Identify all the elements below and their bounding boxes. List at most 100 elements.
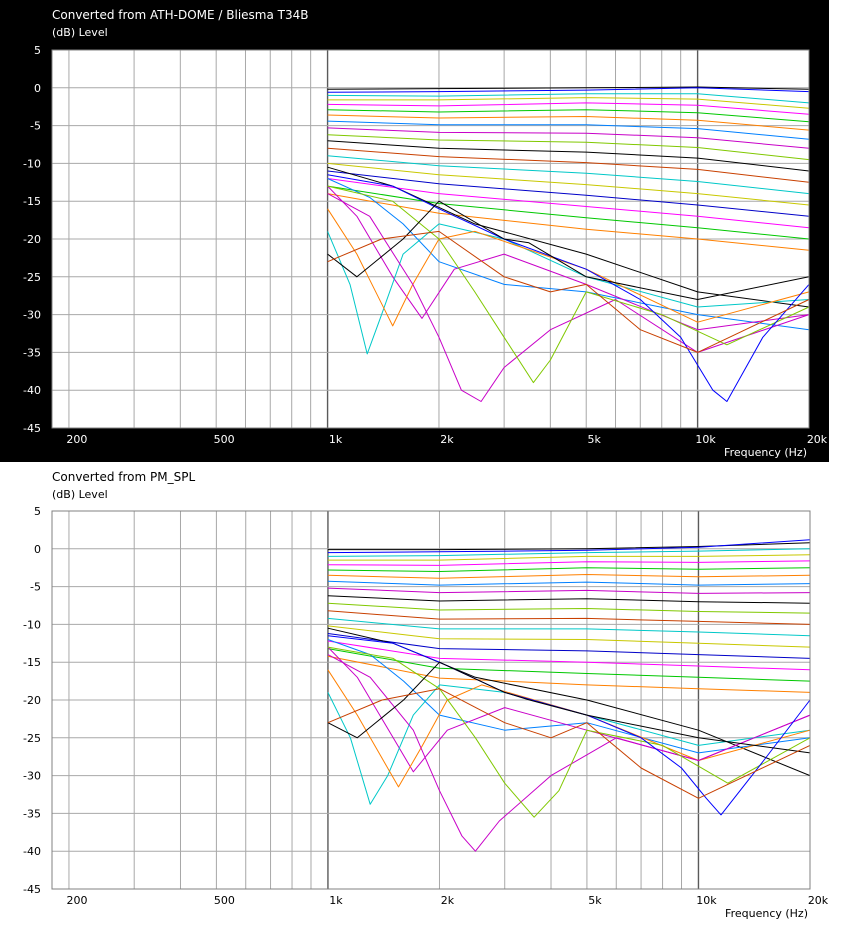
series-line-15: [327, 633, 811, 659]
series-line-13: [327, 155, 810, 195]
y-tick-label: -30: [23, 309, 41, 322]
top-graph-plot[interactable]: 5 0 -5 -10 -15 -20 -25 -30 -35 -40 -45 200 500 1k 2k 5k…: [0, 0, 829, 462]
series-line-17: [327, 185, 810, 240]
x-axis-label: Frequency (Hz): [724, 446, 807, 459]
series-line-22: [327, 684, 811, 805]
y-tick-label: -25: [23, 732, 41, 745]
top-graph-title: Converted from ATH-DOME / Bliesma T34B: [52, 8, 309, 22]
series-line-10: [327, 134, 810, 161]
series-line-3: [327, 548, 811, 557]
series-line-9: [327, 127, 810, 149]
y-tick-label: 5: [34, 505, 41, 518]
y-tick-label: 0: [34, 543, 41, 556]
x-tick-label: 2k: [441, 894, 455, 907]
x-tick-label: 500: [214, 433, 235, 446]
y-tick-label: -15: [23, 195, 41, 208]
series-line-15: [327, 170, 810, 217]
series-line-28: [327, 688, 811, 799]
series-line-25: [327, 185, 810, 384]
series-line-5: [327, 102, 810, 115]
x-tick-label: 1k: [329, 894, 343, 907]
y-tick-label: -10: [23, 618, 41, 631]
plot-frame: [51, 49, 810, 429]
series-line-26: [327, 635, 811, 816]
y-tick-label: -35: [23, 807, 41, 820]
series-line-28: [327, 230, 810, 353]
y-tick-label: -30: [23, 770, 41, 783]
series-line-6: [327, 109, 810, 123]
series-line-24: [327, 193, 810, 402]
x-tick-label: 200: [66, 433, 87, 446]
series-line-27: [327, 200, 810, 300]
series-line-12: [327, 610, 811, 625]
series-line-16: [327, 178, 810, 229]
series-line-11: [327, 602, 811, 614]
series-line-20: [327, 639, 811, 754]
series-line-14: [327, 625, 811, 648]
series-line-6: [327, 567, 811, 572]
series-line-18: [327, 655, 811, 693]
series-line-5: [327, 560, 811, 566]
series-line-7: [327, 114, 810, 131]
series-line-4: [327, 97, 810, 109]
top-graph-y-axis-label: (dB) Level: [52, 26, 108, 39]
series-line-3: [327, 93, 810, 104]
x-tick-label: 200: [66, 894, 87, 907]
x-tick-label: 5k: [588, 433, 602, 446]
y-tick-label: -5: [30, 120, 41, 133]
series-line-10: [327, 595, 811, 604]
y-tick-label: -40: [23, 845, 41, 858]
bottom-graph-panel: Converted from PM_SPL (dB) Level 5 0 -5 -10…: [0, 463, 848, 931]
series-line-20: [327, 178, 810, 331]
bottom-graph-plot[interactable]: 5 0 -5 -10 -15 -20 -25 -30 -35 -40 -45 200 500 1k 2k 5k…: [0, 463, 848, 931]
series-line-4: [327, 554, 811, 561]
series-line-17: [327, 648, 811, 682]
series-line-7: [327, 574, 811, 579]
bottom-graph-title: Converted from PM_SPL: [52, 470, 196, 484]
series-line-2: [327, 87, 810, 93]
y-tick-label: -10: [23, 157, 41, 170]
y-tick-label: -20: [23, 694, 41, 707]
series-line-19: [327, 166, 810, 308]
x-tick-label: 20k: [808, 894, 829, 907]
series-line-18: [327, 193, 810, 251]
series-line-19: [327, 627, 811, 777]
series-line-24: [327, 654, 811, 852]
y-tick-label: -20: [23, 233, 41, 246]
x-tick-label: 2k: [440, 433, 454, 446]
x-axis-label: Frequency (Hz): [725, 907, 808, 920]
y-tick-label: 0: [34, 82, 41, 95]
y-tick-label: -35: [23, 346, 41, 359]
y-tick-label: 5: [34, 44, 41, 57]
y-tick-label: -45: [23, 422, 41, 435]
top-graph-panel: Converted from ATH-DOME / Bliesma T34B (…: [0, 0, 829, 462]
x-tick-label: 20k: [807, 433, 828, 446]
y-tick-label: -45: [23, 883, 41, 896]
series-line-8: [327, 120, 810, 140]
x-tick-label: 10k: [695, 433, 716, 446]
series-line-1: [327, 86, 810, 90]
series-line-27: [327, 661, 811, 754]
x-tick-label: 1k: [329, 433, 343, 446]
series-line-14: [327, 162, 810, 206]
series-line-26: [327, 174, 810, 402]
series-group: [327, 86, 810, 402]
series-line-22: [327, 223, 810, 355]
series-line-12: [327, 147, 810, 183]
series-line-11: [327, 140, 810, 172]
bottom-graph-y-axis-label: (dB) Level: [52, 488, 108, 501]
x-tick-label: 5k: [588, 894, 602, 907]
x-tick-label: 10k: [696, 894, 717, 907]
y-tick-label: -15: [23, 656, 41, 669]
series-line-8: [327, 580, 811, 586]
series-line-2: [327, 539, 811, 554]
series-line-9: [327, 587, 811, 594]
y-tick-label: -5: [30, 581, 41, 594]
y-tick-label: -40: [23, 384, 41, 397]
x-tick-label: 500: [214, 894, 235, 907]
series-group: [327, 539, 811, 852]
series-line-13: [327, 617, 811, 637]
y-tick-label: -25: [23, 271, 41, 284]
series-line-16: [327, 640, 811, 671]
